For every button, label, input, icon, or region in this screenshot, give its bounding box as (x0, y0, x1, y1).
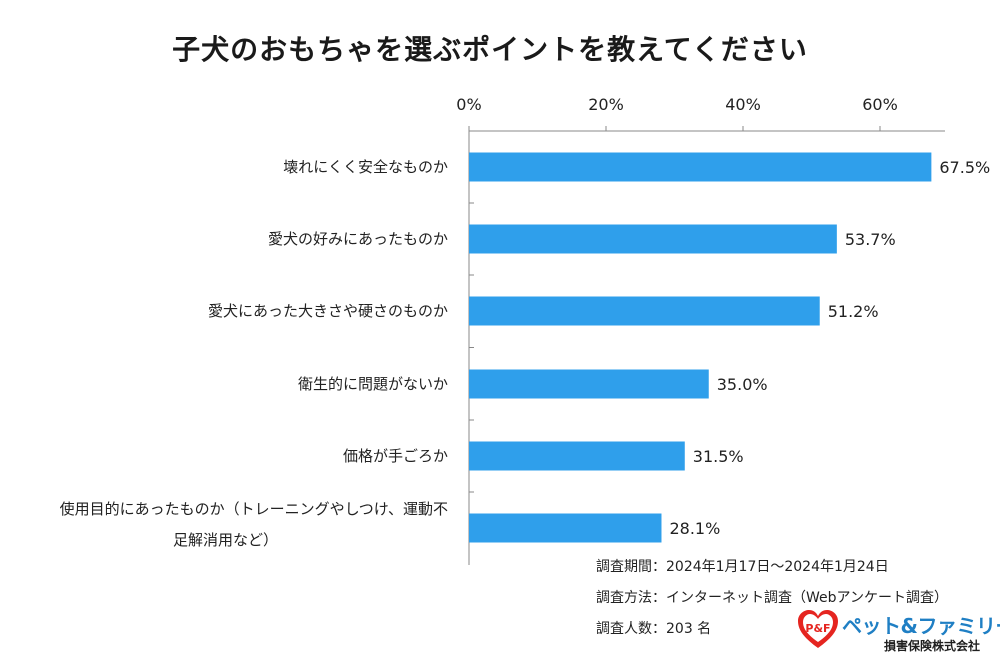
data-label: 53.7% (845, 230, 896, 249)
category-label: 衛生的に問題がないか (298, 375, 448, 393)
logo-badge: P&F (805, 622, 830, 635)
category-label: 価格が手ごろか (343, 447, 448, 465)
logo-subtitle: 損害保険株式会社 (884, 639, 981, 653)
category-label: 愛犬にあった大きさや硬さのものか (208, 302, 448, 320)
bar (469, 513, 662, 543)
survey-count: 調査人数：203 名 (596, 621, 712, 637)
data-label: 35.0% (717, 375, 768, 394)
heart-icon: P&F (798, 610, 838, 648)
x-tick-label: 60% (862, 95, 898, 114)
category-label: 壊れにくく安全なものか (283, 158, 448, 176)
bar (469, 152, 932, 182)
data-label: 28.1% (669, 519, 720, 538)
survey-period: 調査期間：2024年1月17日～2024年1月24日 (596, 559, 889, 575)
bar (469, 296, 820, 326)
chart-title: 子犬のおもちゃを選ぶポイントを教えてください (172, 33, 808, 66)
data-label: 31.5% (693, 447, 744, 466)
logo-name: ペット&ファミリー (842, 614, 1000, 638)
category-label: 使用目的にあったものか（トレーニングやしつけ、運動不足解消用など） (60, 500, 448, 549)
x-tick-label: 20% (588, 95, 624, 114)
bar (469, 441, 685, 471)
category-label: 愛犬の好みにあったものか (268, 230, 448, 248)
x-tick-label: 40% (725, 95, 761, 114)
bar (469, 224, 837, 254)
x-tick-label: 0% (456, 95, 481, 114)
survey-method: 調査方法：インターネット調査（Webアンケート調査） (596, 590, 948, 606)
data-label: 51.2% (828, 302, 879, 321)
data-label: 67.5% (939, 158, 990, 177)
bar (469, 369, 709, 399)
company-logo: P&F ペット&ファミリー 損害保険株式会社 (796, 608, 1000, 658)
